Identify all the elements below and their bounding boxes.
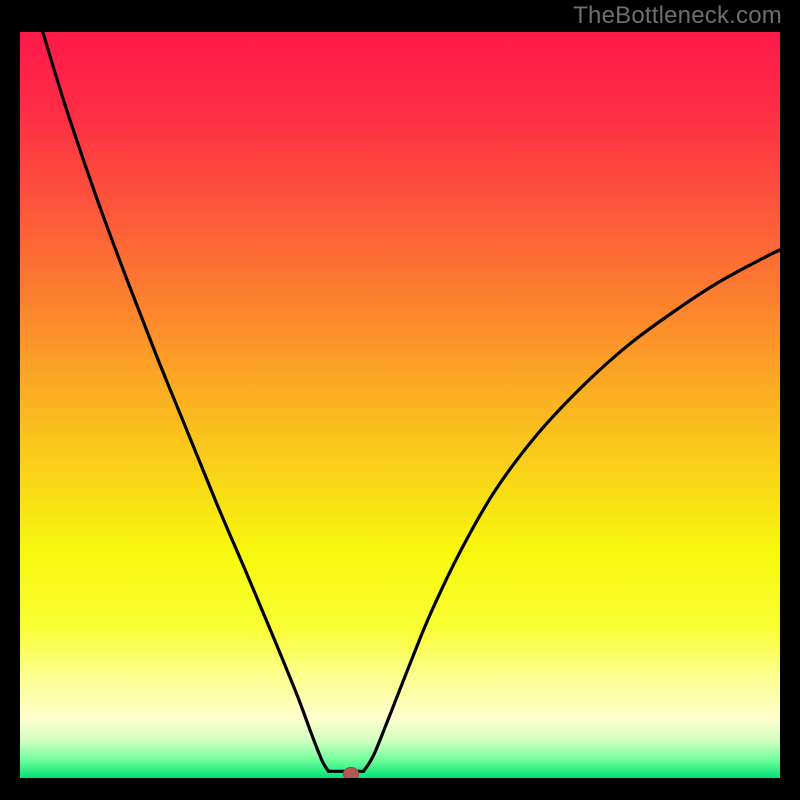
- chart-frame: TheBottleneck.com: [0, 0, 800, 800]
- curve-segment: [43, 32, 329, 771]
- watermark-text: TheBottleneck.com: [573, 2, 782, 30]
- curve-segment: [364, 250, 780, 771]
- plot-area: [20, 32, 780, 778]
- bottleneck-curve: [20, 32, 780, 778]
